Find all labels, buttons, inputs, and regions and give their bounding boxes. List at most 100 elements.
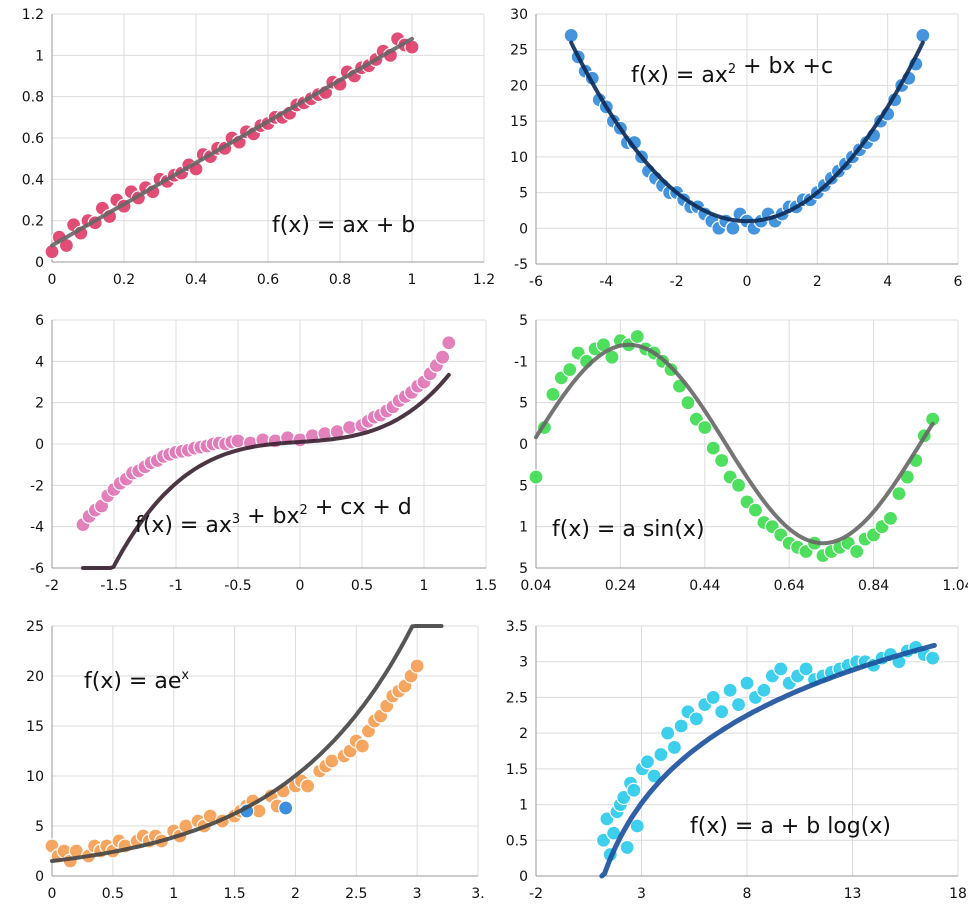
x-tick-label: 1.5 (223, 886, 245, 902)
y-tick-label: 2.5 (506, 690, 528, 706)
x-tick-label: 0.04 (520, 578, 551, 594)
x-tick-label: 3. (471, 886, 484, 902)
y-tick-label: 1 (519, 798, 528, 814)
data-point (629, 328, 645, 345)
data-point (409, 658, 425, 674)
data-point (798, 661, 814, 677)
x-tick-label: 0.64 (774, 578, 805, 594)
y-tick-label: 5 (519, 396, 528, 412)
x-tick-label: 0.84 (858, 578, 889, 594)
y-tick-label: 0.6 (22, 131, 44, 147)
formula-text: + cx + d (308, 495, 412, 520)
x-tick-label: -2 (670, 274, 684, 290)
x-tick-label: 6 (954, 274, 963, 290)
x-tick-label: 1.04 (942, 578, 968, 594)
y-tick-label: 2 (35, 396, 44, 412)
y-tick-label: 5 (519, 313, 528, 329)
data-point (915, 27, 931, 44)
data-point (562, 362, 578, 378)
fit-curve (81, 372, 451, 570)
data-point (354, 738, 370, 754)
data-point (730, 477, 747, 493)
data-point (849, 543, 865, 560)
data-point (563, 27, 579, 44)
x-tick-label: 1 (408, 272, 417, 288)
y-tick-label: 1.5 (506, 762, 528, 778)
data-point (697, 419, 713, 436)
data-point (705, 440, 721, 456)
x-tick-label: -0.5 (224, 578, 251, 594)
formula-label: f(x) = aex (84, 668, 189, 694)
data-point (653, 746, 669, 763)
x-tick-label: 1.5 (475, 578, 497, 594)
x-tick-label: 0.4 (185, 272, 207, 288)
x-tick-label: 0 (48, 886, 57, 902)
x-tick-label: -2 (45, 578, 59, 594)
formula-superscript: x (181, 668, 189, 683)
y-tick-label: -1 (514, 354, 528, 370)
data-point (230, 433, 246, 449)
y-tick-label: -2 (30, 478, 44, 494)
formula-text: + bx (240, 504, 299, 529)
x-tick-label: 0.5 (102, 886, 124, 902)
y-tick-label: 0.2 (22, 214, 44, 230)
y-tick-label: 25 (510, 43, 528, 59)
x-tick-label: 0.6 (257, 272, 279, 288)
formula-label: f(x) = ax + b (272, 213, 415, 238)
data-point (300, 778, 316, 794)
data-point (666, 739, 683, 756)
formula-text: f(x) = a sin(x) (552, 517, 705, 542)
highlight-point (278, 800, 294, 816)
x-tick-label: 8 (743, 886, 752, 902)
x-tick-label: -1 (169, 578, 183, 594)
data-point (342, 419, 358, 436)
y-tick-label: 3.5 (506, 619, 528, 635)
y-tick-label: 0.5 (506, 833, 528, 849)
y-tick-label: 1 (519, 520, 528, 536)
x-tick-label: 4 (883, 274, 892, 290)
chart-4: 0.04 0.24 0.44 0.64 0.84 1.04 5 1 5 0 5 -1 5 f(x) = a… (514, 313, 968, 594)
x-tick-label: 18 (949, 886, 967, 902)
y-tick-label: 1.2 (22, 7, 44, 23)
y-tick-label: 0 (35, 255, 44, 271)
chart-5: 0 0.5 1 1.5 2 2.5 3 3. 0 5 10 15 20 25 f(x) = aex (26, 619, 485, 902)
x-tick-label: 0.5 (351, 578, 373, 594)
formula-label: f(x) = ax3 + bx2 + cx + d (135, 495, 412, 538)
data-point (730, 696, 747, 713)
x-tick-label: 2.5 (345, 886, 367, 902)
data-point (747, 502, 764, 518)
chart-1: 0 0.2 0.4 0.6 0.8 1 1.2 0 0.2 0.4 0.6 0.8 1 1.2 f(x) =… (22, 7, 495, 288)
x-tick-label: 0.24 (605, 578, 636, 594)
data-point (891, 486, 907, 502)
formula-text: f(x) = a + b log(x) (690, 814, 891, 839)
y-tick-label: 15 (26, 719, 44, 735)
data-point (925, 650, 941, 666)
formula-label: f(x) = a sin(x) (552, 517, 705, 542)
y-tick-label: 0 (35, 437, 44, 453)
data-point (626, 782, 642, 798)
x-tick-label: 0.2 (113, 272, 135, 288)
y-tick-label: 5 (519, 561, 528, 577)
y-tick-label: 25 (26, 619, 44, 635)
y-tick-label: 5 (519, 478, 528, 494)
x-tick-label: -4 (599, 274, 613, 290)
x-tick-label: 1 (420, 578, 429, 594)
x-tick-label: 2 (813, 274, 822, 290)
y-tick-label: 4 (35, 354, 44, 370)
y-tick-label: 10 (26, 769, 44, 785)
data-point (441, 335, 457, 351)
data-point (646, 768, 662, 784)
data-point (545, 386, 561, 402)
y-tick-label: 0 (519, 221, 528, 237)
data-point (882, 510, 899, 527)
formula-label: f(x) = ax2 + bx +c (631, 54, 833, 88)
y-tick-label: 10 (510, 150, 528, 166)
formula-text: f(x) = ax (135, 513, 232, 538)
data-point (705, 689, 721, 706)
fit-curve (599, 642, 937, 879)
fit-curve (50, 624, 444, 863)
y-tick-label: 15 (510, 114, 528, 130)
